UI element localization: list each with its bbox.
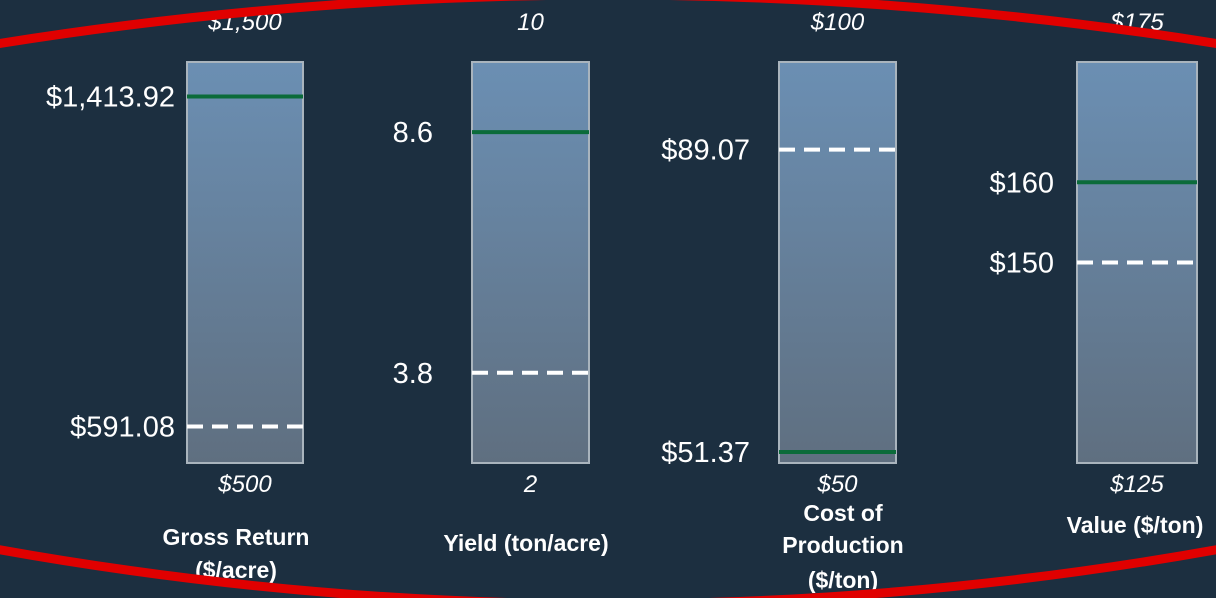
gauge-4-title-line: Value ($/ton) <box>1067 512 1204 538</box>
gauge-3-title-line: Production <box>782 532 903 558</box>
gauge-2-marker-label: 3.8 <box>393 358 433 390</box>
gauge-1-bar <box>186 61 304 464</box>
red-frame-top <box>0 0 1216 48</box>
gauge-1-marker-label: $591.08 <box>70 411 175 443</box>
gauge-3-title-line: ($/ton) <box>808 567 878 593</box>
gauge-2-min-label: 2 <box>523 471 537 498</box>
gauge-3-bar <box>778 61 897 464</box>
gauge-1-marker-label: $1,413.92 <box>46 82 175 114</box>
gauge-3-max-label: $100 <box>810 9 865 36</box>
gauge-3-min-label: $50 <box>816 471 858 498</box>
gauge-4-marker-label: $150 <box>989 248 1054 280</box>
gauge-4-marker-label: $160 <box>989 167 1054 199</box>
gauge-3-marker-label: $89.07 <box>661 135 750 167</box>
gauge-2-max-label: 10 <box>517 9 544 36</box>
gauge-2-title-line: Yield (ton/acre) <box>443 530 608 556</box>
gauge-1-min-label: $500 <box>217 471 272 498</box>
gauge-3-marker-label: $51.37 <box>661 437 750 469</box>
gauge-2-bar <box>471 61 590 464</box>
gauge-1-title-line: Gross Return <box>163 524 310 550</box>
gauge-2-marker-label: 8.6 <box>393 117 433 149</box>
gauge-4-min-label: $125 <box>1109 471 1164 498</box>
gauge-3-title-line: Cost of <box>803 500 883 526</box>
red-frame-bottom <box>0 545 1216 598</box>
